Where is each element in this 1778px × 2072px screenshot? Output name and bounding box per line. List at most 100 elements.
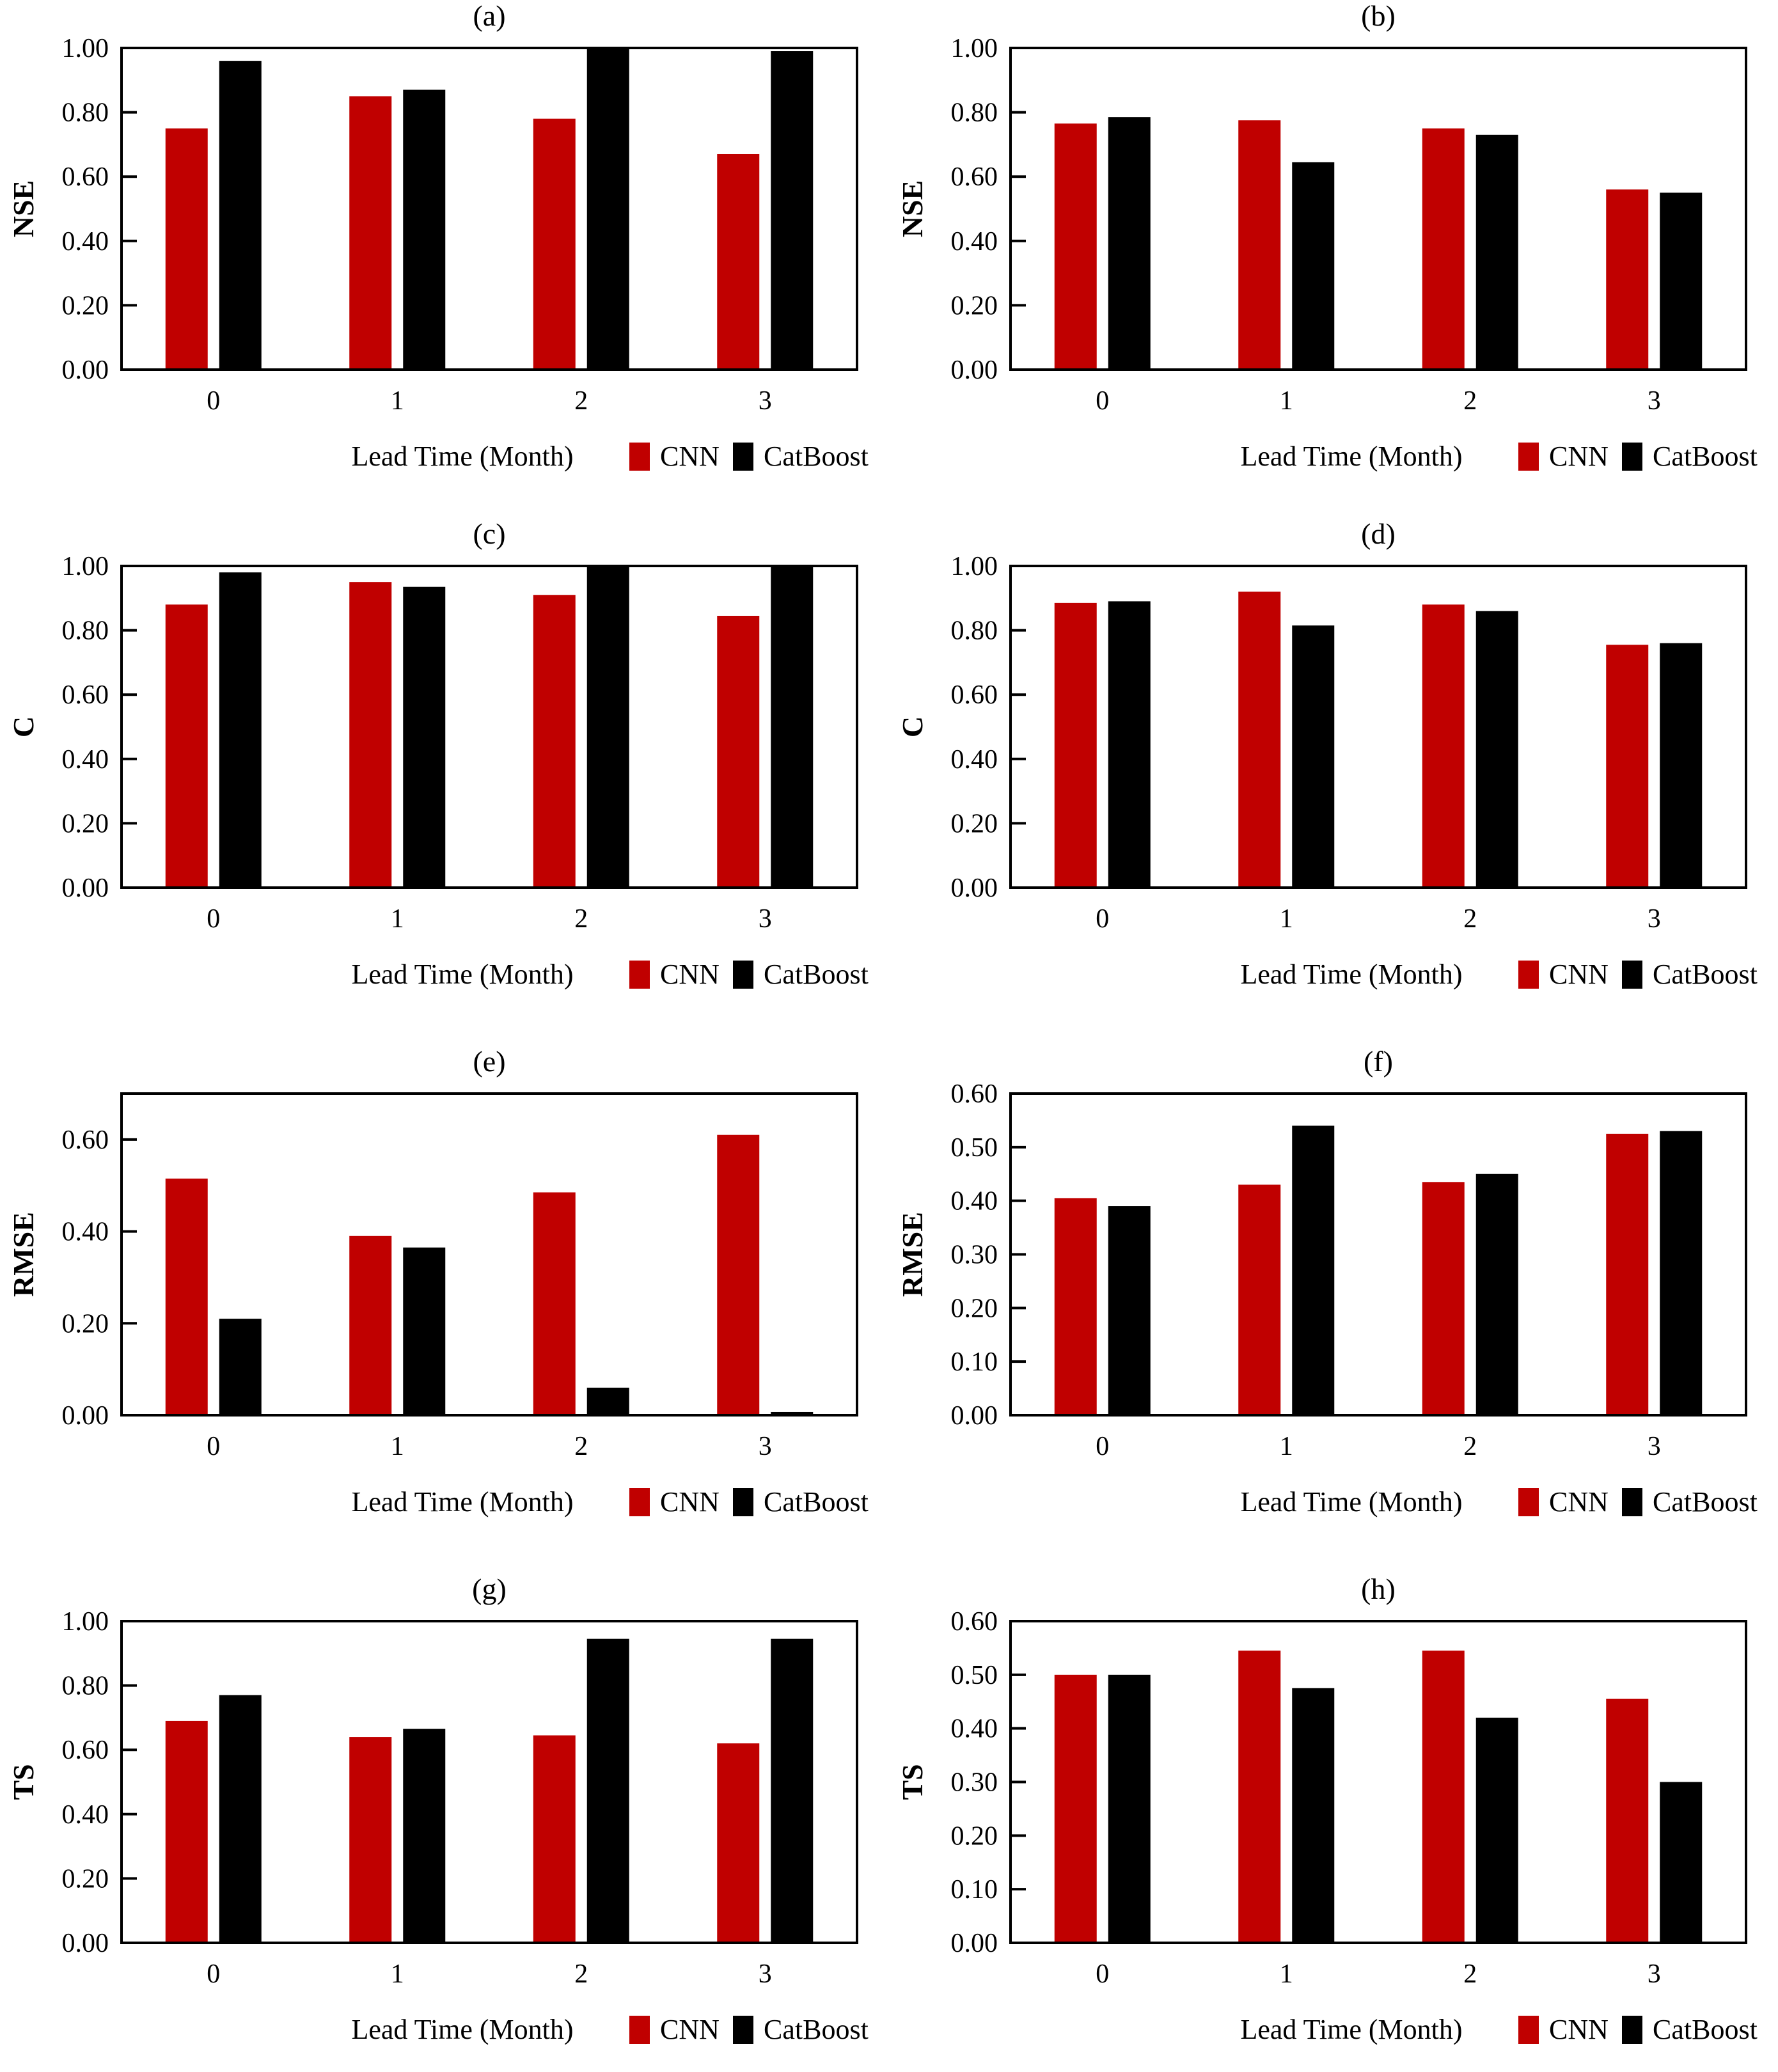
x-tick-label: 2 — [574, 904, 588, 934]
bar-cnn-leadtime-1 — [349, 96, 392, 370]
chart-title: (a) — [473, 0, 505, 32]
chart-title: (h) — [1361, 1573, 1396, 1605]
bar-cnn-leadtime-2 — [533, 595, 576, 888]
y-axis-label: TS — [7, 1764, 40, 1800]
x-axis-label: Lead Time (Month) — [351, 2014, 573, 2045]
x-tick-label: 0 — [207, 386, 220, 416]
x-tick-label: 2 — [574, 1959, 588, 1989]
bar-cnn-leadtime-2 — [533, 118, 576, 370]
x-tick-label: 0 — [207, 1432, 220, 1461]
x-tick-label: 3 — [759, 1959, 772, 1989]
y-tick-label: 0.40 — [62, 1218, 109, 1247]
bar-cnn-leadtime-3 — [717, 1743, 760, 1943]
legend-label-catboost: CatBoost — [764, 441, 869, 472]
y-axis-label: RMSE — [896, 1212, 929, 1297]
chart-panel-h: (h) 0.00 0.10 0.20 0.30 0.40 0.50 0.60 0 1 2 3 TS Lea… — [889, 1544, 1778, 2072]
y-tick-label: 0.60 — [951, 162, 998, 192]
y-axis-label: C — [896, 716, 929, 737]
bar-cnn-leadtime-2 — [533, 1735, 576, 1943]
bar-catboost-leadtime-3 — [771, 566, 814, 888]
legend-swatch-cnn-icon — [629, 443, 650, 471]
chart-title: (c) — [473, 517, 505, 550]
x-tick-label: 2 — [1463, 1432, 1477, 1461]
bar-catboost-leadtime-0 — [219, 1319, 262, 1415]
chart-title: (f) — [1364, 1045, 1393, 1078]
y-axis-label: RMSE — [7, 1212, 40, 1297]
bar-catboost-leadtime-0 — [1108, 601, 1151, 888]
x-tick-label: 2 — [1463, 904, 1477, 934]
bar-catboost-leadtime-3 — [1660, 643, 1703, 888]
chart-panel-a: (a) 0.00 0.20 0.40 0.60 0.80 1.00 0 1 2 3 NSE Lead T… — [0, 0, 889, 489]
bar-cnn-leadtime-0 — [165, 1178, 208, 1415]
y-tick-label: 0.20 — [951, 809, 998, 838]
bar-cnn-leadtime-3 — [717, 615, 760, 888]
y-tick-label: 0.00 — [951, 874, 998, 903]
bar-cnn-leadtime-1 — [1238, 592, 1281, 888]
legend-swatch-cnn-icon — [1518, 1488, 1539, 1516]
y-tick-label: 0.50 — [951, 1661, 998, 1690]
x-tick-label: 3 — [759, 904, 772, 934]
x-tick-label: 1 — [1280, 386, 1293, 416]
chart-title: (e) — [473, 1045, 505, 1078]
bar-cnn-leadtime-1 — [1238, 1651, 1281, 1943]
bar-cnn-leadtime-1 — [349, 1737, 392, 1943]
legend-label-catboost: CatBoost — [764, 2014, 869, 2045]
y-tick-label: 0.20 — [951, 1294, 998, 1323]
y-tick-label: 0.20 — [62, 809, 109, 838]
chart-g-canvas: (g) 0.00 0.20 0.40 0.60 0.80 1.00 0 1 2 3 TS Lead Ti… — [7, 1573, 869, 2045]
legend-label-catboost: CatBoost — [1653, 441, 1758, 472]
y-tick-label: 0.20 — [951, 1821, 998, 1851]
legend-swatch-cnn-icon — [629, 1488, 650, 1516]
bar-cnn-leadtime-2 — [1422, 1651, 1465, 1943]
y-tick-label: 0.60 — [951, 680, 998, 710]
bar-cnn-leadtime-0 — [1054, 1198, 1097, 1415]
bar-catboost-leadtime-2 — [1475, 134, 1518, 370]
chart-panel-g: (g) 0.00 0.20 0.40 0.60 0.80 1.00 0 1 2 3 TS Lead Ti… — [0, 1544, 889, 2072]
y-axis-label: C — [7, 716, 40, 737]
bar-catboost-leadtime-3 — [771, 1638, 814, 1943]
x-tick-label: 1 — [1280, 904, 1293, 934]
bar-catboost-leadtime-2 — [1475, 611, 1518, 888]
legend-label-cnn: CNN — [1549, 441, 1609, 472]
chart-panel-b: (b) 0.00 0.20 0.40 0.60 0.80 1.00 0 1 2 3 NSE Lead T… — [889, 0, 1778, 489]
bar-cnn-leadtime-0 — [1054, 123, 1097, 370]
plot-border — [1009, 1620, 1747, 1944]
chart-title: (b) — [1361, 0, 1396, 32]
y-tick-label: 0.00 — [951, 356, 998, 385]
y-tick-label: 1.00 — [62, 1607, 109, 1636]
x-axis-label: Lead Time (Month) — [1240, 2014, 1462, 2045]
bar-catboost-leadtime-1 — [1292, 1688, 1335, 1943]
legend-swatch-catboost-icon — [733, 443, 753, 471]
bar-catboost-leadtime-1 — [1292, 625, 1335, 888]
x-tick-label: 0 — [207, 1959, 220, 1989]
bar-catboost-leadtime-2 — [1475, 1717, 1518, 1943]
bar-cnn-leadtime-1 — [349, 582, 392, 888]
y-tick-label: 0.20 — [62, 1864, 109, 1894]
bar-cnn-leadtime-0 — [1054, 1674, 1097, 1943]
y-tick-label: 0.20 — [951, 291, 998, 320]
bar-cnn-leadtime-1 — [1238, 120, 1281, 370]
bar-cnn-leadtime-2 — [533, 1192, 576, 1415]
y-tick-label: 0.40 — [951, 1715, 998, 1744]
y-tick-label: 0.80 — [951, 98, 998, 128]
plot-border — [120, 565, 858, 889]
y-tick-label: 0.10 — [951, 1875, 998, 1904]
bar-cnn-leadtime-2 — [1422, 128, 1465, 370]
chart-b-canvas: (b) 0.00 0.20 0.40 0.60 0.80 1.00 0 1 2 3 NSE Lead T… — [896, 0, 1758, 472]
y-tick-label: 0.40 — [62, 1800, 109, 1830]
y-tick-label: 0.40 — [62, 745, 109, 774]
legend-swatch-catboost-icon — [733, 961, 753, 989]
y-tick-label: 0.00 — [62, 1401, 109, 1431]
legend-swatch-cnn-icon — [1518, 443, 1539, 471]
chart-d-canvas: (d) 0.00 0.20 0.40 0.60 0.80 1.00 0 1 2 3 C Lead Tim… — [896, 517, 1758, 990]
x-tick-label: 1 — [391, 1432, 404, 1461]
x-tick-label: 2 — [1463, 1959, 1477, 1989]
bar-catboost-leadtime-1 — [403, 586, 446, 888]
bar-catboost-leadtime-1 — [1292, 1126, 1335, 1415]
x-tick-label: 0 — [1096, 1959, 1109, 1989]
legend-label-cnn: CNN — [660, 1486, 720, 1518]
x-tick-label: 1 — [1280, 1959, 1293, 1989]
x-axis-label: Lead Time (Month) — [1240, 441, 1462, 472]
bar-cnn-leadtime-3 — [717, 1134, 760, 1415]
